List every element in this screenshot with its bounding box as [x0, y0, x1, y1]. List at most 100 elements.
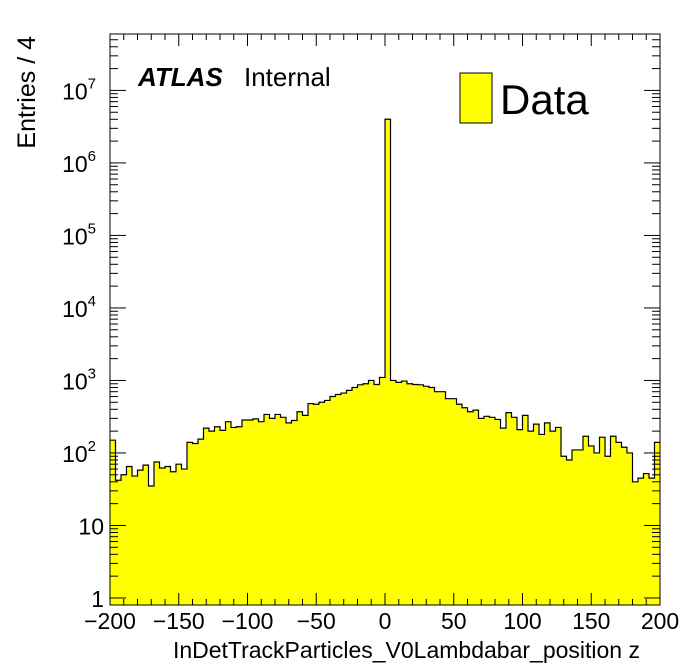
histogram-outline	[110, 118, 660, 487]
histogram-bin	[434, 391, 441, 605]
histogram-bin	[577, 449, 584, 605]
y-tick-label: 107	[62, 75, 96, 104]
histogram-bin	[170, 471, 177, 605]
histogram-bin	[176, 464, 182, 605]
histogram-bin	[225, 421, 232, 605]
histogram-bin	[115, 480, 122, 605]
histogram-bin	[203, 428, 210, 605]
histogram-bin	[374, 384, 380, 605]
y-tick-label: 102	[62, 438, 96, 467]
histogram-bin	[231, 427, 237, 605]
histogram-bin	[495, 419, 501, 605]
histogram-bin	[308, 403, 314, 605]
x-tick-label: 100	[503, 608, 541, 634]
y-tick-base: 10	[62, 78, 88, 104]
histogram-bin	[324, 400, 331, 605]
histogram-bin	[594, 452, 600, 605]
histogram-bin	[599, 437, 606, 605]
histogram-bin	[478, 418, 485, 605]
histogram-bin	[649, 478, 655, 605]
histogram-bin	[467, 411, 474, 605]
histogram-bin	[396, 382, 402, 605]
histogram-bin	[506, 412, 512, 605]
histogram-bin	[610, 436, 617, 605]
atlas-label-status: Internal	[244, 62, 331, 92]
legend-swatch	[459, 72, 493, 124]
y-tick-label: 106	[62, 148, 96, 177]
legend: Data	[459, 72, 589, 124]
histogram-bin	[181, 469, 188, 605]
histogram-bin	[418, 384, 424, 605]
histogram-bin	[539, 434, 545, 605]
histogram-bin	[440, 391, 446, 605]
histogram-bin	[401, 381, 408, 605]
x-axis-title: InDetTrackParticles_V0Lambdabar_position…	[173, 637, 640, 663]
histogram-bars	[110, 118, 661, 606]
histogram-bin	[346, 390, 353, 605]
histogram-bin	[159, 468, 166, 605]
histogram-bin	[572, 449, 578, 605]
y-axis-title: Entries / 4	[13, 36, 41, 149]
y-tick-exponent: 6	[88, 148, 96, 165]
histogram-bin	[412, 384, 419, 605]
histogram-bin	[500, 428, 507, 605]
histogram-bin	[555, 427, 562, 605]
histogram-bin	[137, 470, 144, 605]
histogram-bin	[445, 398, 452, 605]
histogram-bin	[220, 430, 226, 605]
histogram-bin	[605, 456, 611, 605]
histogram-bin	[627, 452, 633, 605]
histogram-bin	[363, 383, 369, 605]
y-tick-exponent: 2	[88, 438, 96, 455]
y-tick-label: 10	[78, 513, 104, 539]
legend-label: Data	[500, 76, 589, 123]
y-tick-exponent: 3	[88, 365, 96, 382]
histogram-bin	[484, 416, 490, 605]
histogram-bin	[522, 415, 529, 605]
histogram-bin	[154, 462, 160, 605]
histogram-bin	[621, 447, 628, 605]
y-tick-base: 10	[62, 223, 88, 249]
y-tick-exponent: 7	[88, 75, 96, 92]
histogram-bin	[335, 394, 342, 605]
histogram-bin	[247, 419, 254, 605]
histogram-bin	[407, 383, 413, 605]
histogram-bin	[132, 476, 138, 605]
histogram-bin	[357, 384, 364, 605]
histogram-bin	[297, 411, 303, 605]
histogram-bin	[561, 456, 567, 605]
histogram-bin	[286, 422, 292, 605]
histogram-bin	[198, 439, 204, 605]
histogram-bin	[423, 386, 430, 605]
histogram-bin	[451, 398, 457, 605]
histogram-bin	[187, 442, 193, 605]
histogram-bin	[616, 442, 622, 605]
y-tick-base: 10	[62, 151, 88, 177]
histogram-bin	[352, 387, 358, 605]
histogram-bin	[654, 442, 661, 605]
histogram-bin	[583, 436, 589, 605]
histogram-bin	[121, 474, 127, 605]
histogram-bin	[528, 431, 534, 605]
y-tick-label: 104	[62, 293, 96, 322]
y-tick-base: 10	[62, 296, 88, 322]
histogram-bin	[264, 414, 270, 605]
histogram-bin	[291, 420, 298, 605]
histogram-bin	[632, 481, 639, 605]
histogram-bin	[456, 404, 463, 605]
x-tick-label: −150	[153, 608, 205, 634]
x-tick-label: −200	[84, 608, 136, 634]
y-tick-exponent: 4	[88, 293, 96, 310]
histogram-bin	[143, 465, 149, 605]
histogram-bin	[489, 417, 496, 605]
histogram-bin	[165, 466, 171, 605]
x-tick-label: −100	[222, 608, 274, 634]
y-tick-label: 105	[62, 220, 96, 249]
histogram-bin	[544, 422, 551, 605]
histogram-bin	[533, 424, 540, 605]
histogram-bin	[566, 459, 573, 605]
atlas-label-bold: ATLAS	[137, 62, 223, 92]
axes: −200 −150 −100 −50 0 50 100 150 2001101021031041…	[62, 33, 679, 634]
histogram-bin	[385, 119, 391, 606]
